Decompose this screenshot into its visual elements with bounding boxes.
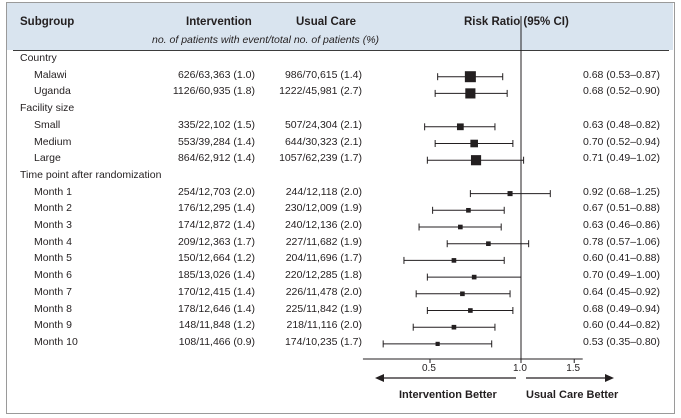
- row-label: Month 2: [34, 202, 72, 215]
- point-estimate: [460, 291, 465, 297]
- point-estimate: [435, 341, 440, 346]
- intervention-cell: 254/12,703 (2.0): [177, 185, 255, 198]
- ci-text: 0.68 (0.53–0.87): [582, 68, 660, 81]
- ci-text: 0.67 (0.51–0.88): [582, 202, 660, 215]
- point-estimate: [456, 123, 464, 131]
- usual-care-cell: 507/24,304 (2.1): [284, 118, 362, 131]
- usual-care-cell: 244/12,118 (2.0): [285, 185, 362, 198]
- figure-frame: [6, 2, 675, 414]
- row-label: Month 5: [34, 252, 72, 265]
- label-usual-care-better: Usual Care Better: [526, 389, 619, 401]
- row-label: Month 3: [34, 219, 72, 231]
- intervention-cell: 553/39,284 (1.4): [177, 135, 255, 148]
- point-estimate: [486, 241, 491, 247]
- usual-care-cell: 986/70,615 (1.4): [284, 68, 362, 81]
- intervention-cell: 864/62,912 (1.4): [177, 152, 255, 165]
- header-subgroup: Subgroup: [20, 16, 75, 28]
- intervention-cell: 185/13,026 (1.4): [177, 269, 255, 282]
- group-label: Facility size: [20, 102, 75, 115]
- intervention-cell: 108/11,466 (0.9): [178, 335, 255, 348]
- row-label: Malawi: [34, 68, 67, 81]
- usual-care-cell: 225/11,842 (1.9): [285, 302, 362, 315]
- ci-text: 0.63 (0.46–0.86): [582, 219, 660, 231]
- usual-care-cell: 230/12,009 (1.9): [284, 202, 362, 215]
- header-subtitle: no. of patients with event/total no. of …: [152, 34, 380, 46]
- usual-care-cell: 220/12,285 (1.8): [284, 269, 362, 282]
- usual-care-cell: 218/11,116 (2.0): [286, 319, 363, 332]
- x-tick-label: 1.0: [513, 363, 527, 374]
- point-estimate: [465, 88, 476, 99]
- point-estimate: [451, 324, 457, 330]
- x-tick-label: 0.5: [422, 363, 436, 374]
- row-label: Medium: [34, 135, 72, 148]
- ci-text: 0.68 (0.49–0.94): [582, 302, 660, 315]
- intervention-cell: 176/12,295 (1.4): [177, 202, 255, 215]
- ci-text: 0.70 (0.52–0.94): [582, 135, 660, 148]
- intervention-cell: 170/12,415 (1.4): [177, 285, 255, 298]
- intervention-cell: 174/12,872 (1.4): [177, 219, 255, 231]
- ci-text: 0.68 (0.52–0.90): [582, 85, 660, 98]
- point-estimate: [468, 308, 473, 313]
- row-label: Month 7: [34, 285, 72, 298]
- usual-care-cell: 644/30,323 (2.1): [284, 135, 362, 148]
- intervention-cell: 209/12,363 (1.7): [177, 235, 255, 248]
- group-label: Time point after randomization: [20, 168, 162, 181]
- intervention-cell: 1126/60,935 (1.8): [172, 85, 255, 98]
- usual-care-cell: 226/11,478 (2.0): [285, 285, 362, 298]
- usual-care-cell: 227/11,682 (1.9): [285, 235, 362, 248]
- usual-care-cell: 240/12,136 (2.0): [284, 219, 362, 231]
- ci-text: 0.64 (0.45–0.92): [582, 285, 660, 298]
- usual-care-cell: 204/11,696 (1.7): [285, 252, 362, 265]
- usual-care-cell: 174/10,235 (1.7): [284, 335, 362, 348]
- group-label: Country: [20, 52, 57, 64]
- row-label: Month 1: [34, 185, 72, 198]
- ci-text: 0.92 (0.68–1.25): [582, 185, 660, 198]
- point-estimate: [458, 224, 463, 230]
- ci-text: 0.71 (0.49–1.02): [582, 152, 660, 165]
- ci-text: 0.78 (0.57–1.06): [582, 235, 660, 248]
- row-label: Large: [34, 152, 61, 165]
- point-estimate: [466, 207, 471, 213]
- row-label: Month 9: [34, 319, 72, 332]
- intervention-cell: 178/12,646 (1.4): [177, 302, 255, 315]
- ci-text: 0.60 (0.41–0.88): [582, 252, 660, 265]
- x-tick-label: 1.5: [566, 363, 581, 374]
- ci-text: 0.70 (0.49–1.00): [582, 269, 660, 282]
- point-estimate: [507, 191, 513, 197]
- row-label: Month 4: [34, 235, 72, 248]
- header-risk-ratio: Risk Ratio (95% CI): [464, 16, 569, 28]
- row-label: Small: [34, 118, 61, 131]
- point-estimate: [470, 155, 482, 166]
- row-label: Month 6: [34, 269, 72, 282]
- arrow-right-head: [605, 374, 614, 382]
- ci-text: 0.63 (0.48–0.82): [582, 118, 660, 131]
- header-usual-care: Usual Care: [296, 16, 357, 28]
- ci-text: 0.53 (0.35–0.80): [582, 335, 660, 348]
- point-estimate: [451, 258, 457, 263]
- usual-care-cell: 1222/45,981 (2.7): [279, 85, 362, 98]
- usual-care-cell: 1057/62,239 (1.7): [279, 152, 362, 165]
- point-estimate: [471, 274, 477, 280]
- ci-text: 0.60 (0.44–0.82): [582, 319, 660, 332]
- label-intervention-better: Intervention Better: [399, 389, 497, 401]
- intervention-cell: 626/63,363 (1.0): [177, 68, 255, 81]
- header-band: [7, 3, 673, 50]
- header-rule: [13, 50, 669, 51]
- arrow-left-head: [375, 374, 384, 382]
- intervention-cell: 150/12,664 (1.2): [177, 252, 255, 265]
- row-label: Month 8: [34, 302, 72, 315]
- intervention-cell: 335/22,102 (1.5): [177, 118, 255, 131]
- point-estimate: [470, 139, 478, 148]
- row-label: Uganda: [34, 85, 71, 98]
- point-estimate: [464, 71, 476, 83]
- intervention-cell: 148/11,848 (1.2): [178, 319, 255, 332]
- row-label: Month 10: [34, 335, 78, 348]
- header-intervention: Intervention: [186, 16, 252, 28]
